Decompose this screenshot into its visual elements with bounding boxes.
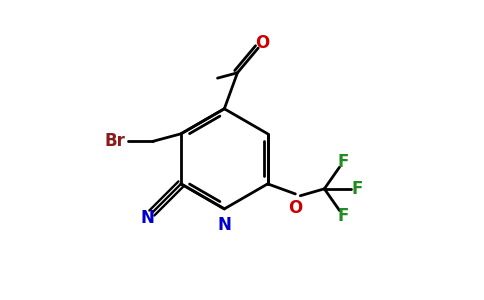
Text: N: N xyxy=(140,208,154,226)
Text: F: F xyxy=(337,207,349,225)
Text: O: O xyxy=(255,34,270,52)
Text: Br: Br xyxy=(104,132,125,150)
Text: F: F xyxy=(352,180,363,198)
Text: O: O xyxy=(288,199,302,217)
Text: F: F xyxy=(337,153,349,171)
Text: N: N xyxy=(217,216,231,234)
